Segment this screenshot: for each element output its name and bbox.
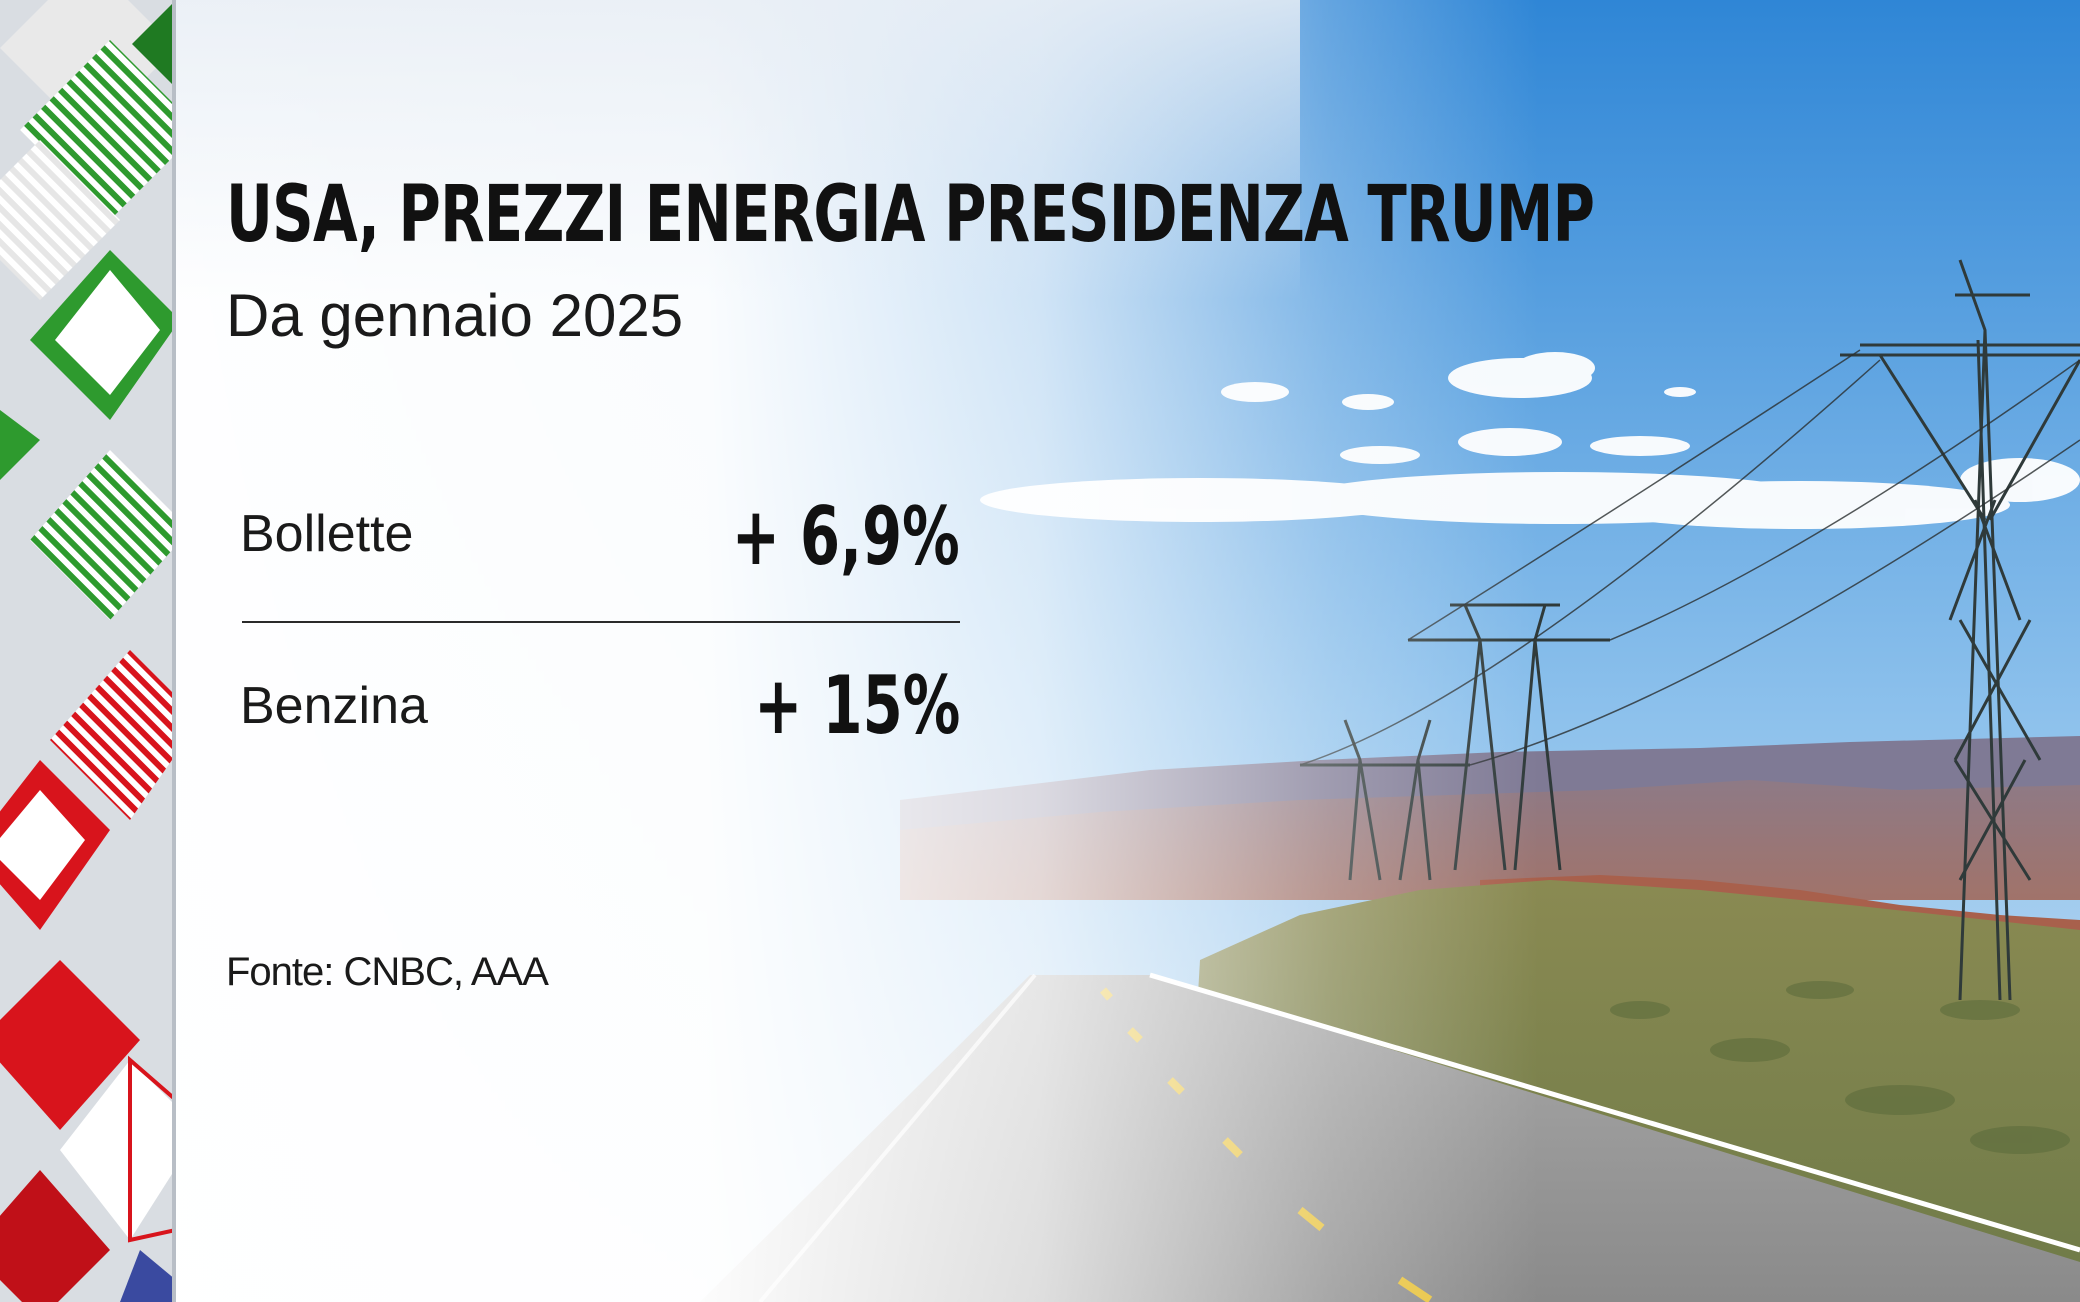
source-note: Fonte: CNBC, AAA <box>226 950 549 994</box>
row-label-bollette: Bollette <box>240 505 414 563</box>
row-label-benzina: Benzina <box>240 677 428 735</box>
page-subtitle: Da gennaio 2025 <box>226 282 684 349</box>
row-value-benzina: + 15% <box>753 659 960 752</box>
decorative-tricolor-strip <box>0 0 176 1302</box>
page-title: USA, PREZZI ENERGIA PRESIDENZA TRUMP <box>226 170 1595 260</box>
row-value-bollette: + 6,9% <box>731 490 960 583</box>
row-divider <box>242 621 960 623</box>
